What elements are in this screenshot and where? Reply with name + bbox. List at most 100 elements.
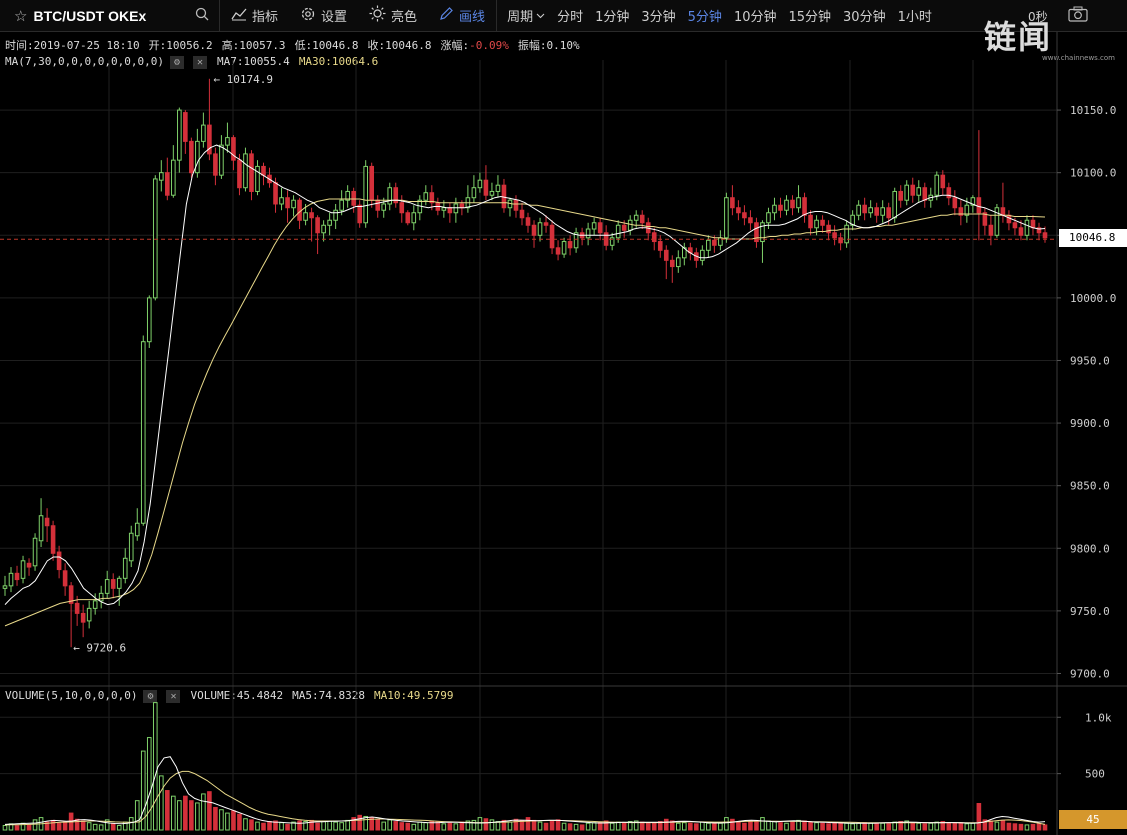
- volume-bar-up: [453, 823, 459, 831]
- close-icon[interactable]: ✕: [192, 55, 207, 69]
- volume-bar-down: [663, 818, 669, 831]
- candle-up: [104, 579, 110, 594]
- volume-bar-down: [603, 820, 609, 831]
- indicators-button[interactable]: 指标: [220, 0, 289, 32]
- volume-bar-down: [74, 818, 80, 831]
- camera-icon[interactable]: [1068, 6, 1088, 26]
- candle-down: [802, 197, 807, 216]
- info-low: 低:10046.8: [294, 39, 359, 52]
- volume-bar-down: [742, 822, 747, 831]
- candle-up: [934, 174, 940, 196]
- volume-bar-up: [573, 823, 579, 831]
- toolbar-divider: [496, 0, 498, 32]
- candlestick-chart[interactable]: 10150.010100.010050.010000.09950.09900.0…: [0, 32, 1127, 835]
- volume-bar-down: [946, 822, 952, 831]
- period-dropdown[interactable]: 周期: [497, 6, 551, 25]
- period-5min[interactable]: 5分钟: [687, 10, 722, 25]
- settings-button[interactable]: 设置: [289, 0, 358, 32]
- min-price-annotation: ← 9720.6: [73, 642, 126, 655]
- volume-bar-up: [706, 822, 711, 831]
- volume-bar-up: [477, 817, 483, 831]
- price-axis-label: 10150.0: [1070, 104, 1116, 117]
- ma-params: MA(7,30,0,0,0,0,0,0,0,0): [5, 55, 164, 68]
- candle-down: [838, 237, 843, 244]
- volume-bar-up: [339, 822, 344, 831]
- symbol-selector[interactable]: ☆ BTC/USDT OKEx: [0, 0, 220, 32]
- volume-bar-up: [291, 821, 296, 831]
- candle-down: [231, 137, 236, 161]
- volume-bar-down: [1042, 824, 1048, 831]
- volume-bar-up: [411, 823, 417, 831]
- volume-bar-up: [195, 802, 200, 831]
- candle-up: [363, 165, 368, 224]
- candle-up: [561, 241, 567, 255]
- volume-bar-down: [549, 821, 555, 831]
- price-axis-label: 9950.0: [1070, 354, 1110, 367]
- candle-down: [315, 217, 320, 234]
- brightness-button[interactable]: 亮色: [358, 0, 428, 32]
- volume-bar-up: [333, 821, 338, 831]
- volume-bar-down: [862, 822, 867, 831]
- gear-icon[interactable]: ⚙: [143, 689, 158, 703]
- volume-bar-up: [718, 822, 723, 831]
- volume-bar-down: [808, 821, 813, 831]
- candle-up: [8, 572, 14, 587]
- volume-bar-down: [351, 817, 356, 831]
- candle-up: [766, 212, 771, 224]
- volume-bar-up: [116, 824, 122, 831]
- period-10min[interactable]: 10分钟: [733, 10, 777, 25]
- period-timeline[interactable]: 分时: [557, 10, 584, 25]
- candle-up: [303, 212, 308, 221]
- candle-up: [772, 204, 777, 214]
- period-3min[interactable]: 3分钟: [641, 10, 676, 25]
- period-1hour[interactable]: 1小时: [897, 10, 932, 25]
- candle-down: [820, 219, 825, 226]
- candle-down: [1012, 222, 1018, 229]
- volume-bar-down: [525, 817, 531, 831]
- vol-ma5-value: MA5:74.8328: [292, 689, 366, 702]
- candle-down: [886, 207, 892, 219]
- candle-down: [946, 187, 952, 199]
- volume-bar-up: [219, 809, 224, 831]
- candle-up: [591, 222, 597, 230]
- candle-up: [339, 199, 344, 211]
- candle-up: [706, 239, 711, 251]
- draw-line-button[interactable]: 画线: [428, 0, 496, 32]
- close-icon[interactable]: ✕: [166, 689, 181, 703]
- volume-bar-up: [591, 822, 597, 831]
- candle-up: [970, 197, 976, 206]
- candle-down: [519, 209, 525, 219]
- volume-bar-down: [910, 822, 916, 831]
- volume-bar-down: [898, 821, 904, 831]
- candle-down: [958, 207, 964, 216]
- period-1min[interactable]: 1分钟: [595, 10, 630, 25]
- volume-bar-down: [375, 819, 381, 831]
- vol-ma10-value: MA10:49.5799: [374, 689, 454, 702]
- star-icon[interactable]: ☆: [14, 6, 28, 25]
- volume-bar-up: [796, 819, 801, 831]
- candle-up: [441, 207, 447, 211]
- candle-up: [201, 124, 206, 142]
- candle-up: [128, 532, 134, 562]
- volume-bar-down: [802, 820, 807, 831]
- volume-bar-up: [507, 821, 513, 831]
- candle-down: [621, 224, 627, 231]
- candle-down: [351, 190, 356, 206]
- candle-up: [964, 204, 970, 216]
- volume-bar-down: [183, 795, 188, 831]
- candle-up: [850, 214, 855, 226]
- volume-bar-down: [447, 822, 453, 831]
- volume-bar-down: [988, 820, 994, 831]
- gear-icon[interactable]: ⚙: [169, 55, 184, 69]
- candle-up: [20, 560, 26, 579]
- volume-bar-up: [489, 819, 495, 831]
- search-icon[interactable]: [195, 7, 209, 25]
- volume-bar-down: [249, 819, 254, 831]
- candle-up: [171, 159, 176, 196]
- candle-down: [976, 197, 982, 214]
- period-30min[interactable]: 30分钟: [843, 10, 886, 25]
- volume-bar-up: [537, 821, 543, 831]
- candle-down: [165, 172, 170, 196]
- period-15min[interactable]: 15分钟: [788, 10, 832, 25]
- candle-up: [1024, 219, 1030, 236]
